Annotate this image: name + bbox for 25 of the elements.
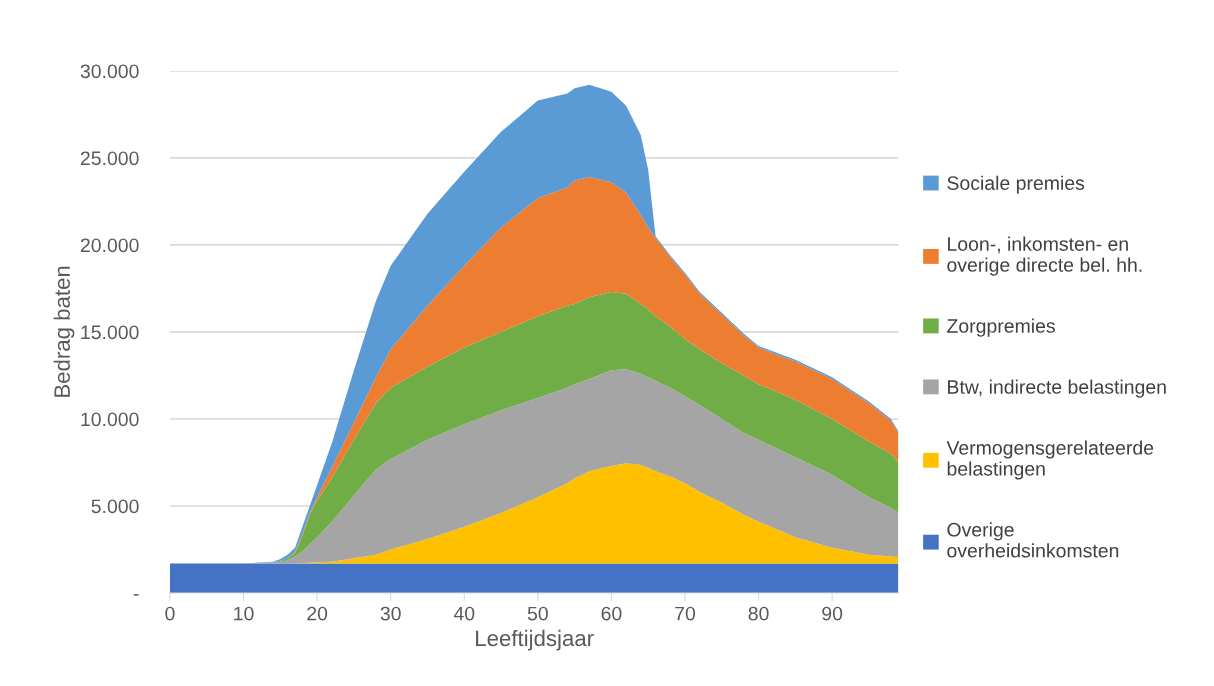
legend-label: Loon-, inkomsten- en overige directe bel. hh. — [947, 236, 1142, 276]
y-tick-label: - — [133, 594, 139, 596]
y-tick-label: 25.000 — [80, 151, 139, 166]
x-tick-label: 60 — [601, 606, 622, 621]
legend-label: Zorgpremies — [947, 318, 1055, 337]
x-tick-label: 10 — [234, 606, 254, 621]
y-tick-label: 20.000 — [80, 238, 139, 253]
x-tick-label: 70 — [675, 606, 696, 621]
y-tick-label: 15.000 — [81, 325, 139, 340]
y-tick-label: 10.000 — [81, 412, 139, 427]
x-tick-label: 0 — [165, 606, 175, 621]
legend-label: Overige overheidsinkomsten — [947, 522, 1119, 558]
x-tick-label: 50 — [527, 606, 548, 621]
legend-label: Sociale premies — [947, 175, 1085, 194]
x-tick-label: 20 — [307, 606, 328, 621]
y-tick-label: 30.000 — [80, 64, 139, 79]
x-tick-label: 30 — [380, 606, 401, 621]
legend-label: Vermogensgerelateerde belastingen — [946, 440, 1154, 480]
x-axis-title: Leeftijdsjaar — [476, 629, 594, 651]
x-tick-label: 80 — [748, 606, 769, 621]
y-tick-label: 5.000 — [91, 499, 139, 514]
x-tick-label: 40 — [453, 606, 475, 621]
y-axis-title: Bedrag baten — [53, 266, 75, 397]
legend-label: Btw, indirecte belastingen — [948, 379, 1166, 398]
x-tick-label: 90 — [822, 606, 843, 621]
